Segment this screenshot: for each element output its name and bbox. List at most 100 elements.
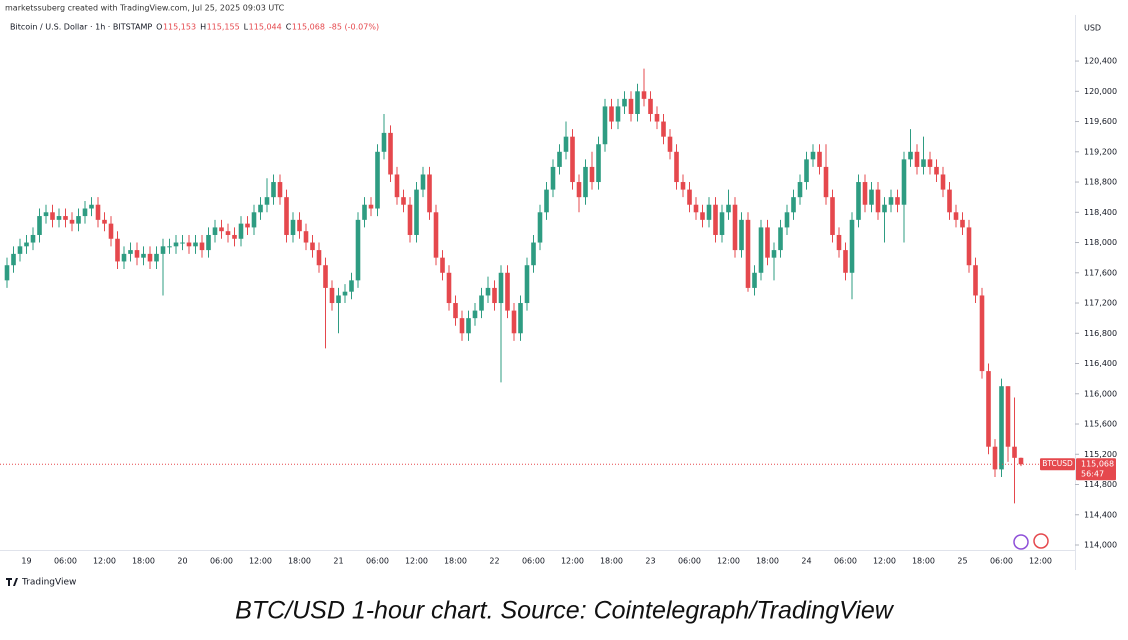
candle-body <box>180 242 185 244</box>
logo-icon <box>6 578 18 586</box>
candle-body <box>674 151 679 183</box>
candle-body <box>895 197 900 205</box>
icon <box>1013 534 1029 550</box>
candle-body <box>342 291 348 296</box>
candles <box>4 68 1024 504</box>
candle-body <box>797 182 803 198</box>
x-tick-label: 12:00 <box>249 557 272 566</box>
candle-body <box>355 219 361 281</box>
x-tick-label: 24 <box>801 557 811 566</box>
candle-body <box>24 242 29 247</box>
currency: USD <box>1084 24 1101 33</box>
y-tick-label: 116,000 <box>1084 389 1117 398</box>
candle-body <box>856 182 861 220</box>
candle-body <box>11 253 16 266</box>
x-tick-label: 06:00 <box>54 557 77 566</box>
candle-body <box>69 219 75 224</box>
candle-body <box>167 246 172 248</box>
candle-body <box>362 204 367 220</box>
candle-body <box>407 204 413 235</box>
candle-body <box>758 227 764 273</box>
candle-body <box>934 166 939 175</box>
candle-body <box>719 212 725 235</box>
candle-body <box>414 189 419 235</box>
candle-body <box>830 197 835 235</box>
legend-label: C <box>286 23 292 32</box>
x-tick-label: 20 <box>177 557 187 566</box>
candle-body <box>544 189 549 213</box>
y-tick-label: 115,200 <box>1084 450 1117 459</box>
legend-value: 115,044 <box>249 23 282 32</box>
candle-body <box>485 287 491 296</box>
candle-body <box>199 242 205 251</box>
legend-value: 115,155 <box>207 23 240 32</box>
x-tick-label: 12:00 <box>1029 557 1052 566</box>
candle-body <box>219 227 224 232</box>
candle-body <box>17 246 23 254</box>
candle-body <box>901 159 907 205</box>
candle-body <box>550 166 556 190</box>
y-tick-label: 114,400 <box>1084 510 1117 519</box>
candle-body <box>947 189 952 213</box>
candle-body <box>628 98 634 114</box>
candle-body <box>186 242 192 247</box>
y-tick-label: 119,200 <box>1084 147 1117 156</box>
candle-body <box>284 197 289 235</box>
candle-body <box>589 166 595 183</box>
candle-body <box>388 132 393 175</box>
x-tick-label: 25 <box>957 557 967 566</box>
candle-body <box>238 223 244 239</box>
candle-body <box>115 238 120 262</box>
y-tick-label: 118,400 <box>1084 208 1117 217</box>
logo-text: TradingView <box>21 578 76 588</box>
legend-label: H <box>200 23 206 32</box>
candle-body <box>76 216 81 224</box>
candle-body <box>4 265 10 281</box>
candle-body <box>323 265 328 288</box>
candle-body <box>661 121 666 137</box>
candle-body <box>999 386 1004 470</box>
candle-body <box>537 212 543 243</box>
candle-body <box>849 219 855 273</box>
candle-body <box>563 136 569 152</box>
candle-body <box>823 166 829 198</box>
candle-body <box>258 204 263 213</box>
candle-body <box>453 303 458 319</box>
candle-body <box>310 242 315 251</box>
candle-body <box>492 287 497 304</box>
candle-body <box>940 174 946 190</box>
candle-body <box>726 204 731 213</box>
x-tick-label: 18:00 <box>912 557 935 566</box>
candle-body <box>641 91 647 99</box>
candle-body <box>459 318 465 334</box>
caption: BTC/USD 1-hour chart. Source: Cointelegr… <box>235 597 895 625</box>
candle-body <box>973 265 978 296</box>
candle-body <box>732 204 738 251</box>
candle-body <box>290 219 296 235</box>
candle-body <box>986 371 991 447</box>
tradingview-logo: TradingView <box>6 578 76 588</box>
candle-body <box>427 174 432 213</box>
price-tag-text: 115,068 <box>1081 460 1114 469</box>
candle-body <box>297 219 302 232</box>
candle-body <box>368 204 374 209</box>
y-tick-label: 116,400 <box>1084 359 1117 368</box>
candle-body <box>37 216 42 235</box>
candle-body <box>888 197 894 205</box>
candle-body <box>440 257 445 273</box>
candle-body <box>570 136 575 183</box>
icon <box>1033 533 1049 549</box>
candle-body <box>316 250 322 266</box>
countdown: 56:47 <box>1081 470 1104 479</box>
candle-body <box>420 174 426 190</box>
candle-body <box>622 98 627 107</box>
candle-body <box>992 446 998 470</box>
x-tick-label: 18:00 <box>444 557 467 566</box>
candle-body <box>771 250 777 258</box>
x-tick-label: 12:00 <box>873 557 896 566</box>
candle-body <box>882 204 887 213</box>
candle-body <box>524 265 530 304</box>
candle-body <box>765 227 770 258</box>
candle-body <box>446 272 452 304</box>
